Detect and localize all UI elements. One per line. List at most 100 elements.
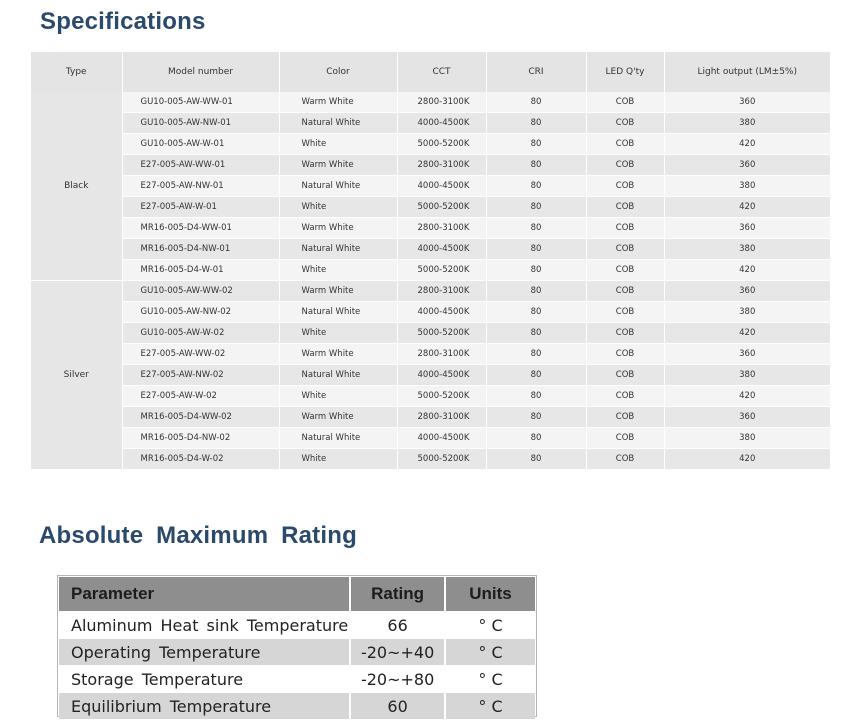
led-qty-cell: COB [586,175,665,197]
spec-row: GU10-005-AW-NW-01 Natural White 4000-4500K… [31,112,830,134]
spec-row: E27-005-AW-WW-02 Warm White 2800-3100K 80 CO… [31,343,830,365]
spec-row: GU10-005-AW-NW-02 Natural White 4000-4500K… [31,301,830,323]
absolute-maximum-rating-table: Parameter Rating Units Aluminum Heat sin… [59,577,535,719]
color-cell: Natural White [279,175,398,197]
model-cell: E27-005-AW-NW-02 [122,364,280,386]
led-qty-cell: COB [586,238,665,260]
amr-rating-cell: 66 [351,611,447,638]
output-cell: 420 [664,133,830,155]
amr-header-rating: Rating [351,577,447,611]
led-qty-cell: COB [586,406,665,428]
cri-cell: 80 [486,92,587,113]
model-cell: MR16-005-D4-WW-01 [122,217,280,239]
color-cell: White [279,196,398,218]
spec-row: E27-005-AW-W-01 White 5000-5200K 80 COB 420 [31,196,830,218]
output-cell: 360 [664,406,830,428]
header-color: Color [279,52,398,92]
led-qty-cell: COB [586,322,665,344]
model-cell: E27-005-AW-NW-01 [122,175,280,197]
cri-cell: 80 [486,343,587,365]
header-cct: CCT [397,52,487,92]
output-cell: 380 [664,301,830,323]
cct-cell: 2800-3100K [397,217,487,239]
led-qty-cell: COB [586,133,665,155]
amr-rating-cell: 60 [351,692,447,719]
spec-row: MR16-005-D4-WW-02 Warm White 2800-3100K 80 C… [31,406,830,428]
color-cell: Natural White [279,301,398,323]
output-cell: 360 [664,92,830,113]
led-qty-cell: COB [586,301,665,323]
model-cell: E27-005-AW-WW-02 [122,343,280,365]
cri-cell: 80 [486,448,587,470]
amr-row: Storage Temperature -20~+80 ° C [59,665,535,692]
cct-cell: 2800-3100K [397,343,487,365]
cri-cell: 80 [486,406,587,428]
output-cell: 380 [664,112,830,134]
color-cell: Natural White [279,112,398,134]
output-cell: 420 [664,385,830,407]
spec-row: GU10-005-AW-W-01 White 5000-5200K 80 COB 420 [31,133,830,155]
color-cell: White [279,385,398,407]
output-cell: 420 [664,322,830,344]
spec-row: MR16-005-D4-NW-02 Natural White 4000-4500K… [31,427,830,449]
cct-cell: 4000-4500K [397,301,487,323]
spec-row: MR16-005-D4-W-01 White 5000-5200K 80 COB 420 [31,259,830,281]
amr-units-cell: ° C [446,692,535,719]
cct-cell: 5000-5200K [397,196,487,218]
cri-cell: 80 [486,259,587,281]
amr-body: Aluminum Heat sink Temperature 66 ° C Opera… [59,611,535,719]
header-type: Type [31,52,123,92]
model-cell: MR16-005-D4-W-02 [122,448,280,470]
color-cell: Warm White [279,343,398,365]
cri-cell: 80 [486,217,587,239]
color-cell: White [279,133,398,155]
model-cell: E27-005-AW-WW-01 [122,154,280,176]
spec-row: MR16-005-D4-WW-01 Warm White 2800-3100K 80 C… [31,217,830,239]
color-cell: Warm White [279,280,398,302]
cct-cell: 5000-5200K [397,133,487,155]
led-qty-cell: COB [586,196,665,218]
amr-rating-cell: -20~+80 [351,665,447,692]
led-qty-cell: COB [586,427,665,449]
amr-parameter-cell: Storage Temperature [59,665,352,692]
cri-cell: 80 [486,364,587,386]
model-cell: GU10-005-AW-NW-01 [122,112,280,134]
color-cell: Warm White [279,406,398,428]
output-cell: 420 [664,196,830,218]
cct-cell: 5000-5200K [397,448,487,470]
cct-cell: 2800-3100K [397,154,487,176]
output-cell: 380 [664,175,830,197]
led-qty-cell: COB [586,280,665,302]
output-cell: 360 [664,280,830,302]
specifications-table: Type Model number Color CCT CRI LED Q'ty… [31,52,830,470]
output-cell: 360 [664,217,830,239]
absolute-maximum-rating-frame: Parameter Rating Units Aluminum Heat sin… [57,575,537,719]
cri-cell: 80 [486,301,587,323]
cct-cell: 4000-4500K [397,364,487,386]
type-cell: Black [31,92,123,281]
spec-row: E27-005-AW-WW-01 Warm White 2800-3100K 80 CO… [31,154,830,176]
spec-row: MR16-005-D4-NW-01 Natural White 4000-4500K… [31,238,830,260]
amr-units-cell: ° C [446,638,535,665]
amr-header-row: Parameter Rating Units [59,577,535,611]
color-cell: Natural White [279,427,398,449]
header-model-number: Model number [122,52,280,92]
led-qty-cell: COB [586,448,665,470]
amr-row: Equilibrium Temperature 60 ° C [59,692,535,719]
amr-parameter-cell: Equilibrium Temperature [59,692,352,719]
cct-cell: 2800-3100K [397,92,487,113]
cct-cell: 5000-5200K [397,385,487,407]
color-cell: White [279,259,398,281]
cri-cell: 80 [486,280,587,302]
output-cell: 420 [664,448,830,470]
output-cell: 360 [664,154,830,176]
amr-rating-cell: -20~+40 [351,638,447,665]
output-cell: 380 [664,364,830,386]
output-cell: 360 [664,343,830,365]
spec-row: E27-005-AW-NW-02 Natural White 4000-4500K 8… [31,364,830,386]
cri-cell: 80 [486,154,587,176]
header-led-qty: LED Q'ty [586,52,665,92]
led-qty-cell: COB [586,343,665,365]
amr-parameter-cell: Operating Temperature [59,638,352,665]
color-cell: Warm White [279,217,398,239]
